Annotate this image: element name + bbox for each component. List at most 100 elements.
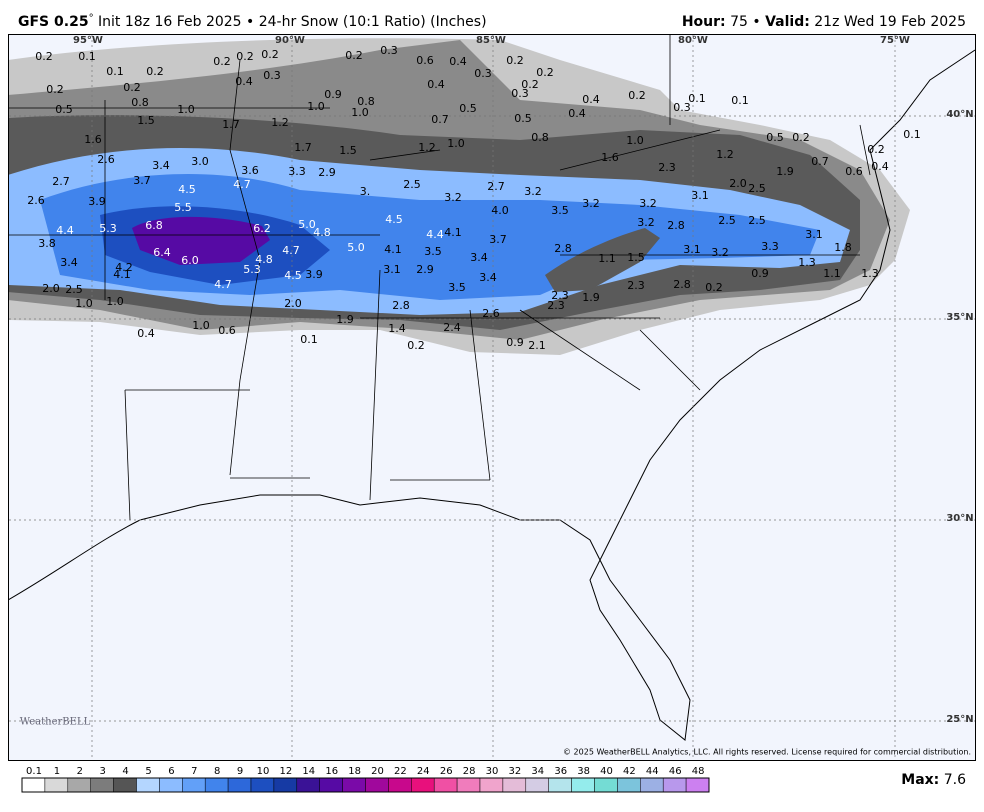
value-label: 2.6	[27, 194, 45, 207]
map-area: 0.2 0.10.1 0.20.2 0.2 0.20.30.40.2 0.30.6 0.4 0…	[9, 35, 975, 760]
value-label: 0.6	[416, 54, 434, 67]
colorbar-label: 40	[600, 766, 613, 777]
value-label: 4.5	[178, 183, 196, 196]
colorbar-swatch	[319, 777, 343, 793]
value-label: 0.2	[628, 89, 646, 102]
value-label: 1.3	[798, 256, 816, 269]
snow-gap	[545, 228, 660, 292]
value-label: 4.1	[444, 226, 462, 239]
state-borders	[9, 35, 871, 521]
value-label: 1.0	[106, 295, 124, 308]
value-label: 0.2	[261, 48, 279, 61]
value-label: 2.3	[551, 289, 569, 302]
value-label: 3.6	[241, 164, 259, 177]
value-label: 1.9	[776, 165, 794, 178]
value-label: 1.0	[351, 106, 369, 119]
value-label: 0.9	[751, 267, 769, 280]
value-label: 1.4	[388, 322, 406, 335]
value-label: 0.2	[536, 66, 554, 79]
colorbar-label: 9	[237, 766, 243, 777]
colorbar-label: 10	[257, 766, 270, 777]
colorbar-swatch	[67, 777, 91, 793]
value-label: 1.3	[861, 267, 879, 280]
colorbar-swatch	[250, 777, 275, 793]
colorbar-label: 2	[77, 766, 83, 777]
colorbar-swatch	[662, 777, 687, 793]
value-label: 5.0	[298, 218, 316, 231]
value-label: 1.0	[177, 103, 195, 116]
latitude-label: 25°N	[946, 714, 973, 725]
colorbar-border	[21, 777, 710, 793]
value-label: 0.6	[845, 165, 863, 178]
snow-purple	[132, 216, 270, 265]
colorbar-label: 16	[325, 766, 338, 777]
colorbar-label: 24	[417, 766, 430, 777]
coastline	[9, 49, 975, 741]
value-label: 1.8	[834, 241, 852, 254]
value-label: 0.2	[236, 50, 254, 63]
colorbar-label: 6	[168, 766, 174, 777]
value-label: 6.0	[181, 254, 199, 267]
value-label: 1.1	[823, 267, 841, 280]
value-label: 0.8	[357, 95, 375, 108]
value-label: 3.4	[60, 256, 78, 269]
value-label: 2.0	[729, 177, 747, 190]
colorbar-swatch	[640, 777, 664, 793]
colorbar-swatch	[433, 777, 458, 793]
value-label: 2.7	[487, 180, 505, 193]
value-label: 0.2	[407, 339, 425, 352]
colorbar-swatch	[159, 777, 183, 793]
value-label: 0.2	[35, 50, 53, 63]
value-label: 1.2	[716, 148, 734, 161]
latitude-label: 35°N	[946, 312, 973, 323]
max-label: Max:	[901, 772, 939, 788]
value-label: 1.2	[418, 141, 436, 154]
value-label: 0.4	[871, 160, 889, 173]
value-label: 2.4	[443, 321, 461, 334]
colorbar-label: 46	[669, 766, 682, 777]
colorbar-swatch	[388, 777, 412, 793]
value-label: 2.0	[284, 297, 302, 310]
colorbar-label: 44	[646, 766, 659, 777]
value-label: 4.7	[233, 178, 251, 191]
value-label: 0.3	[511, 87, 529, 100]
value-label: 0.1	[903, 128, 921, 141]
value-label: 5.5	[174, 201, 192, 214]
colorbar-swatch	[365, 777, 389, 793]
value-label: 1.5	[627, 251, 645, 264]
value-label: 2.3	[627, 279, 645, 292]
value-label: 3.	[360, 185, 371, 198]
value-label: 3.2	[637, 216, 655, 229]
value-label: 0.3	[263, 69, 281, 82]
value-label: 0.2	[146, 65, 164, 78]
colorbar-swatch	[113, 777, 137, 793]
value-label: 0.6	[218, 324, 236, 337]
value-label: 4.4	[426, 228, 444, 241]
value-label: 3.2	[444, 191, 462, 204]
colorbar-swatch	[296, 777, 320, 793]
value-label: 5.0	[347, 241, 365, 254]
value-label: 4.1	[384, 243, 402, 256]
copyright: © 2025 WeatherBELL Analytics, LLC. All r…	[563, 748, 971, 757]
value-label: 2.8	[392, 299, 410, 312]
colorbar-swatch	[182, 777, 206, 793]
value-label: 0.5	[514, 112, 532, 125]
colorbar-label: 18	[348, 766, 361, 777]
value-label: 2.5	[748, 214, 766, 227]
value-label: 4.1	[113, 268, 131, 281]
value-label: 0.5	[459, 102, 477, 115]
colorbar-label: 7	[191, 766, 197, 777]
value-label: 3.1	[683, 243, 701, 256]
value-label: 0.3	[380, 44, 398, 57]
colorbar-swatch	[273, 777, 298, 793]
value-label: 4.8	[313, 226, 331, 239]
colorbar-swatch	[90, 777, 114, 793]
value-label: 1.7	[294, 141, 312, 154]
value-label: 3.8	[38, 237, 56, 250]
value-label: 3.2	[524, 185, 542, 198]
value-label: 1.0	[447, 137, 465, 150]
colorbar-swatch	[548, 777, 572, 793]
value-label: 2.5	[403, 178, 421, 191]
value-label: 3.1	[805, 228, 823, 241]
colorbar-label: 3	[100, 766, 106, 777]
